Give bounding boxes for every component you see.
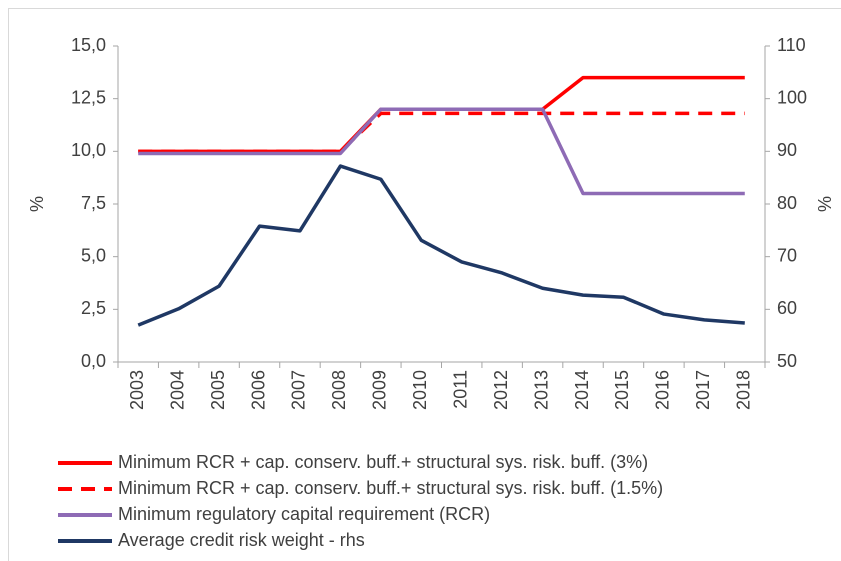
legend-label: Average credit risk weight - rhs [118,530,365,550]
x-tick-label: 2014 [572,370,592,410]
y-tick-label: 12,5 [71,87,106,107]
x-tick-label: 2009 [370,370,390,410]
legend-label: Minimum regulatory capital requirement (… [118,504,490,524]
x-tick-label: 2008 [329,370,349,410]
y-tick-label: 15,0 [71,35,106,55]
y2-axis-label: % [815,196,835,212]
x-tick-label: 2012 [491,370,511,410]
y2-tick-label: 80 [777,193,797,213]
x-tick-label: 2011 [450,370,470,409]
legend-label: Minimum RCR + cap. conserv. buff.+ struc… [118,478,663,498]
series-line [137,164,745,327]
series-line [138,111,745,154]
x-tick-label: 2016 [653,370,673,410]
y2-tick-label: 90 [777,140,797,160]
chart-border [8,8,841,561]
x-tick-label: 2004 [167,370,187,410]
x-tick-label: 2005 [208,370,228,410]
y-tick-label: 2,5 [81,298,106,318]
y-tick-label: 5,0 [81,245,106,265]
y2-tick-label: 110 [777,35,806,55]
x-tick-label: 2006 [248,370,268,410]
x-tick-label: 2013 [531,370,551,410]
y2-tick-label: 100 [777,87,807,107]
y2-tick-label: 60 [777,298,797,318]
y-tick-label: 7,5 [81,193,106,213]
y2-tick-label: 70 [777,245,797,265]
y-axis-label: % [27,196,47,212]
x-tick-label: 2018 [734,370,754,410]
series-line [138,107,745,196]
x-tick-label: 2015 [612,370,632,410]
y-tick-label: 10,0 [71,140,106,160]
y-tick-label: 0,0 [81,351,106,371]
x-tick-label: 2007 [289,370,309,410]
x-tick-label: 2010 [410,370,430,410]
x-tick-label: 2003 [127,370,147,410]
legend-label: Minimum RCR + cap. conserv. buff.+ struc… [118,452,648,472]
y2-tick-label: 50 [777,351,797,371]
x-tick-label: 2017 [693,370,713,410]
